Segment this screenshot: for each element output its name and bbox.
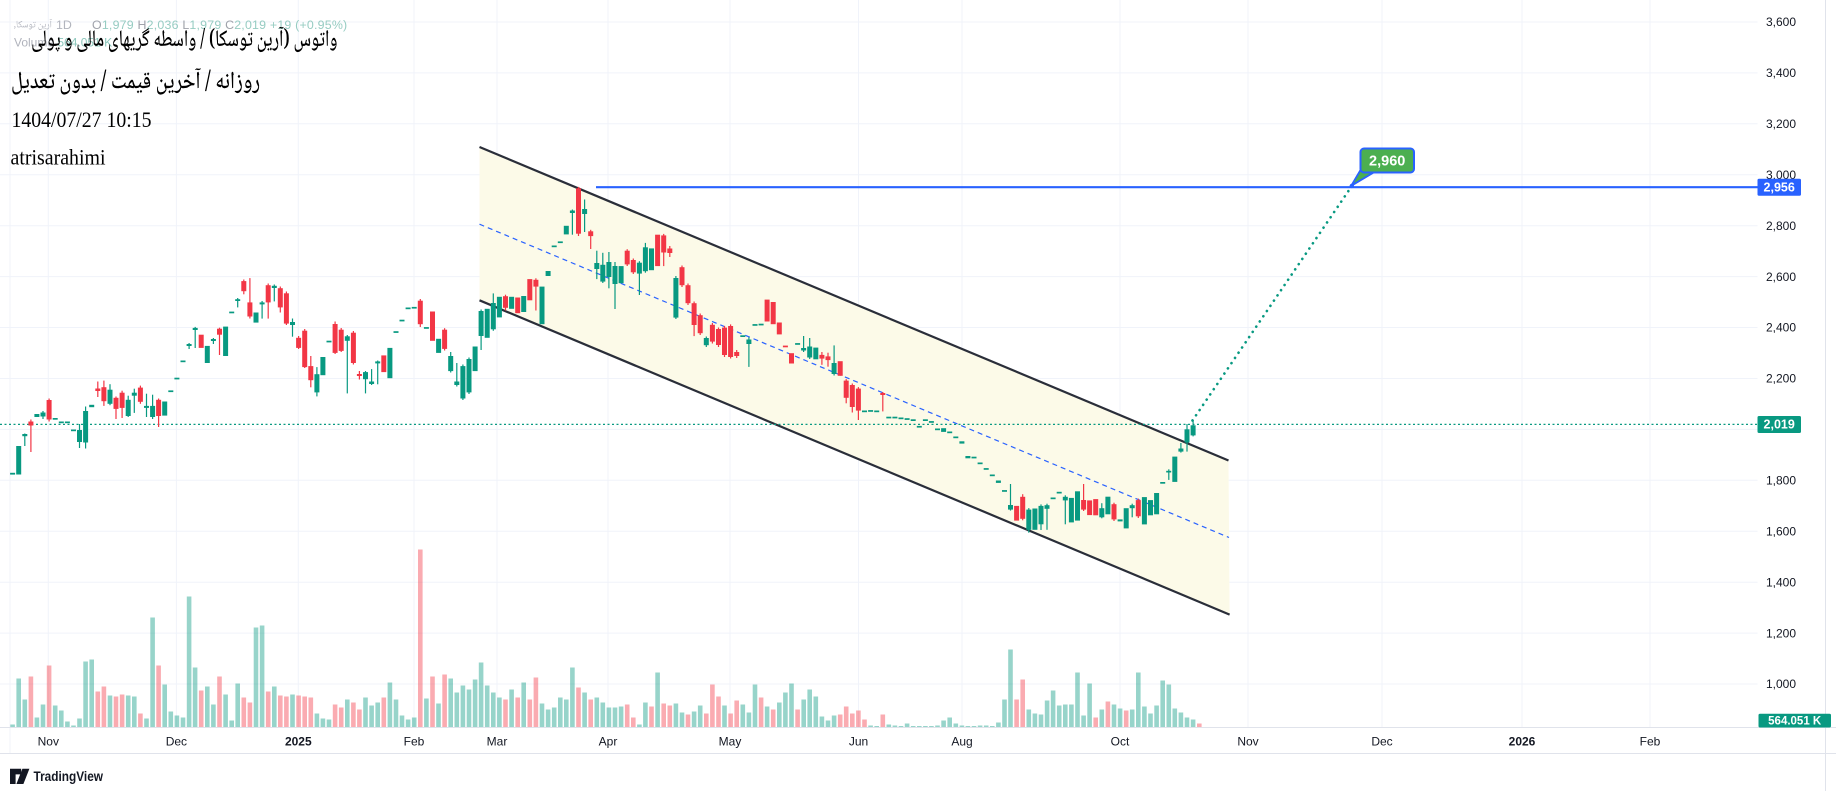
svg-text:Apr: Apr bbox=[599, 735, 618, 749]
svg-text:Jun: Jun bbox=[849, 735, 868, 749]
svg-text:atrisarahimi: atrisarahimi bbox=[11, 145, 106, 170]
svg-text:3,200: 3,200 bbox=[1766, 117, 1796, 131]
svg-text:Oct: Oct bbox=[1111, 735, 1130, 749]
svg-text:1,200: 1,200 bbox=[1766, 626, 1796, 640]
svg-text:2,400: 2,400 bbox=[1766, 321, 1796, 335]
svg-text:3,000: 3,000 bbox=[1766, 168, 1796, 182]
svg-text:2,600: 2,600 bbox=[1766, 270, 1796, 284]
svg-text:1,000: 1,000 bbox=[1766, 677, 1796, 691]
svg-text:Dec: Dec bbox=[166, 735, 187, 749]
svg-text:Nov: Nov bbox=[38, 735, 59, 749]
svg-text:Nov: Nov bbox=[1237, 735, 1258, 749]
svg-text:2,956: 2,956 bbox=[1764, 180, 1795, 194]
svg-text:2,800: 2,800 bbox=[1766, 219, 1796, 233]
svg-text:Dec: Dec bbox=[1371, 735, 1392, 749]
svg-text:2,960: 2,960 bbox=[1369, 154, 1405, 170]
svg-text:2,019: 2,019 bbox=[1764, 418, 1795, 432]
svg-text:2025: 2025 bbox=[285, 735, 312, 749]
svg-text:564.051 K: 564.051 K bbox=[1768, 716, 1822, 728]
svg-text:Feb: Feb bbox=[404, 735, 425, 749]
svg-text:TradingView: TradingView bbox=[34, 769, 104, 784]
svg-text:2026: 2026 bbox=[1509, 735, 1536, 749]
svg-text:1,600: 1,600 bbox=[1766, 524, 1796, 538]
svg-text:1D: 1D bbox=[56, 18, 72, 32]
svg-text:1404/07/27 10:15: 1404/07/27 10:15 bbox=[12, 107, 152, 132]
svg-text:O1,979 H2,036 L1,979 C2,019: O1,979 H2,036 L1,979 C2,019 +19 (+0.95%) bbox=[92, 18, 347, 32]
svg-text:1,400: 1,400 bbox=[1766, 575, 1796, 589]
svg-text:Volume 564.051 K: Volume 564.051 K bbox=[14, 36, 112, 50]
svg-text:Feb: Feb bbox=[1640, 735, 1661, 749]
svg-text:3,600: 3,600 bbox=[1766, 15, 1796, 29]
svg-text:1,800: 1,800 bbox=[1766, 474, 1796, 488]
svg-text:2,200: 2,200 bbox=[1766, 372, 1796, 386]
svg-text:Mar: Mar bbox=[487, 735, 508, 749]
svg-text:3,400: 3,400 bbox=[1766, 66, 1796, 80]
svg-text:May: May bbox=[719, 735, 742, 749]
svg-text:Aug: Aug bbox=[951, 735, 972, 749]
